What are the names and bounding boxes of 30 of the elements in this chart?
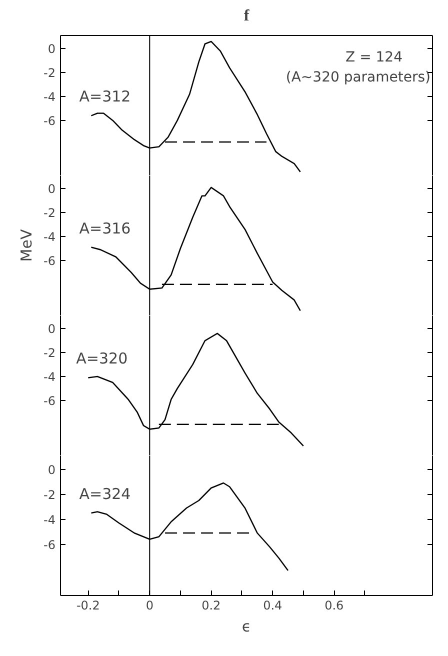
annotation: Z = 124: [346, 50, 403, 66]
y-tick-label: -2: [44, 346, 56, 360]
y-tick-label: -4: [44, 370, 56, 384]
x-tick-label: 0.4: [263, 598, 282, 612]
y-tick-label: -6: [44, 114, 56, 128]
annotation: (A∼320 parameters): [286, 70, 430, 86]
legend-label: A=316: [79, 219, 131, 238]
legend-label: A=312: [79, 88, 131, 106]
y-tick-label: 0: [48, 182, 56, 196]
legend-label: A=324: [79, 485, 131, 503]
y-tick-label: -6: [44, 254, 56, 268]
y-tick-label: -2: [44, 206, 56, 220]
x-axis-title: ϵ: [242, 618, 252, 636]
y-tick-label: 0: [48, 462, 56, 477]
y-tick-label: -6: [44, 394, 56, 408]
legend-label: A=320: [76, 350, 128, 368]
y-axis-title: MeV: [18, 228, 36, 262]
y-tick-label: 0: [48, 322, 56, 336]
chart-title: f: [244, 8, 250, 24]
y-tick-label: -2: [44, 488, 56, 502]
x-tick-label: 0.6: [324, 598, 344, 612]
y-tick-label: -6: [44, 538, 56, 552]
y-tick-label: -4: [44, 230, 56, 244]
y-tick-label: 0: [48, 42, 56, 56]
x-tick-label: 0.2: [202, 598, 221, 612]
x-tick-label: 0: [146, 598, 154, 612]
x-tick-label: -0.2: [76, 598, 100, 612]
y-tick-label: -4: [44, 512, 56, 527]
y-tick-label: -2: [44, 66, 56, 80]
y-tick-label: -4: [44, 90, 56, 104]
